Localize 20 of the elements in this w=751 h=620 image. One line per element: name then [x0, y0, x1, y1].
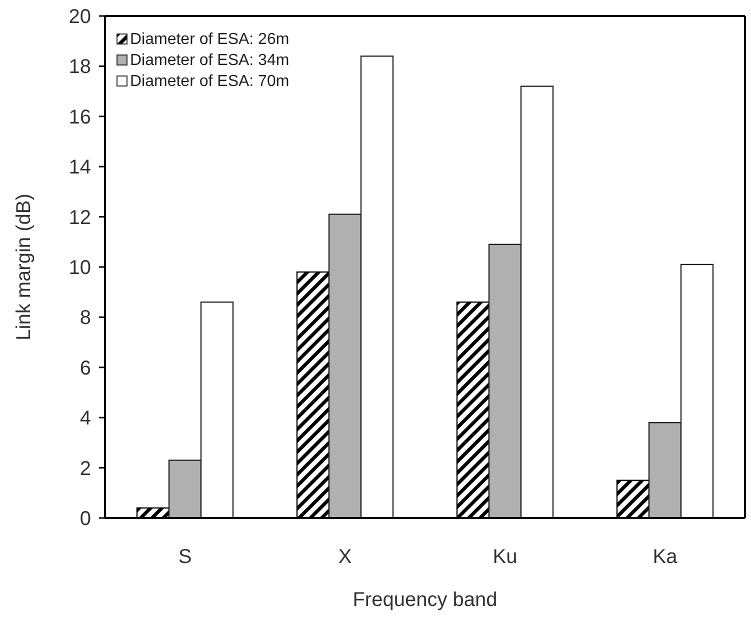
- y-tick-label: 18: [68, 56, 91, 78]
- y-axis-title: Link margin (dB): [13, 194, 35, 340]
- legend-label: Diameter of ESA: 34m: [130, 52, 290, 69]
- y-tick-label: 14: [68, 156, 91, 179]
- x-axis-title: Frequency band: [352, 589, 498, 611]
- y-tick-label: 12: [68, 206, 91, 229]
- legend-label: Diameter of ESA: 70m: [130, 73, 290, 90]
- x-tick-label: X: [338, 546, 352, 568]
- y-tick-label: 8: [80, 307, 91, 330]
- y-tick-label: 10: [68, 257, 91, 279]
- y-tick-label: 6: [80, 357, 91, 380]
- y-tick-label: 0: [80, 508, 91, 530]
- legend-label: Diameter of ESA: 26m: [130, 31, 290, 48]
- y-tick-label: 20: [68, 6, 91, 28]
- x-tick-label: Ka: [652, 546, 678, 568]
- x-tick-label: S: [178, 546, 192, 568]
- x-tick-label: Ku: [492, 546, 518, 568]
- y-tick-label: 16: [68, 106, 91, 128]
- y-tick-label: 4: [80, 408, 91, 430]
- y-tick-label: 2: [80, 458, 91, 480]
